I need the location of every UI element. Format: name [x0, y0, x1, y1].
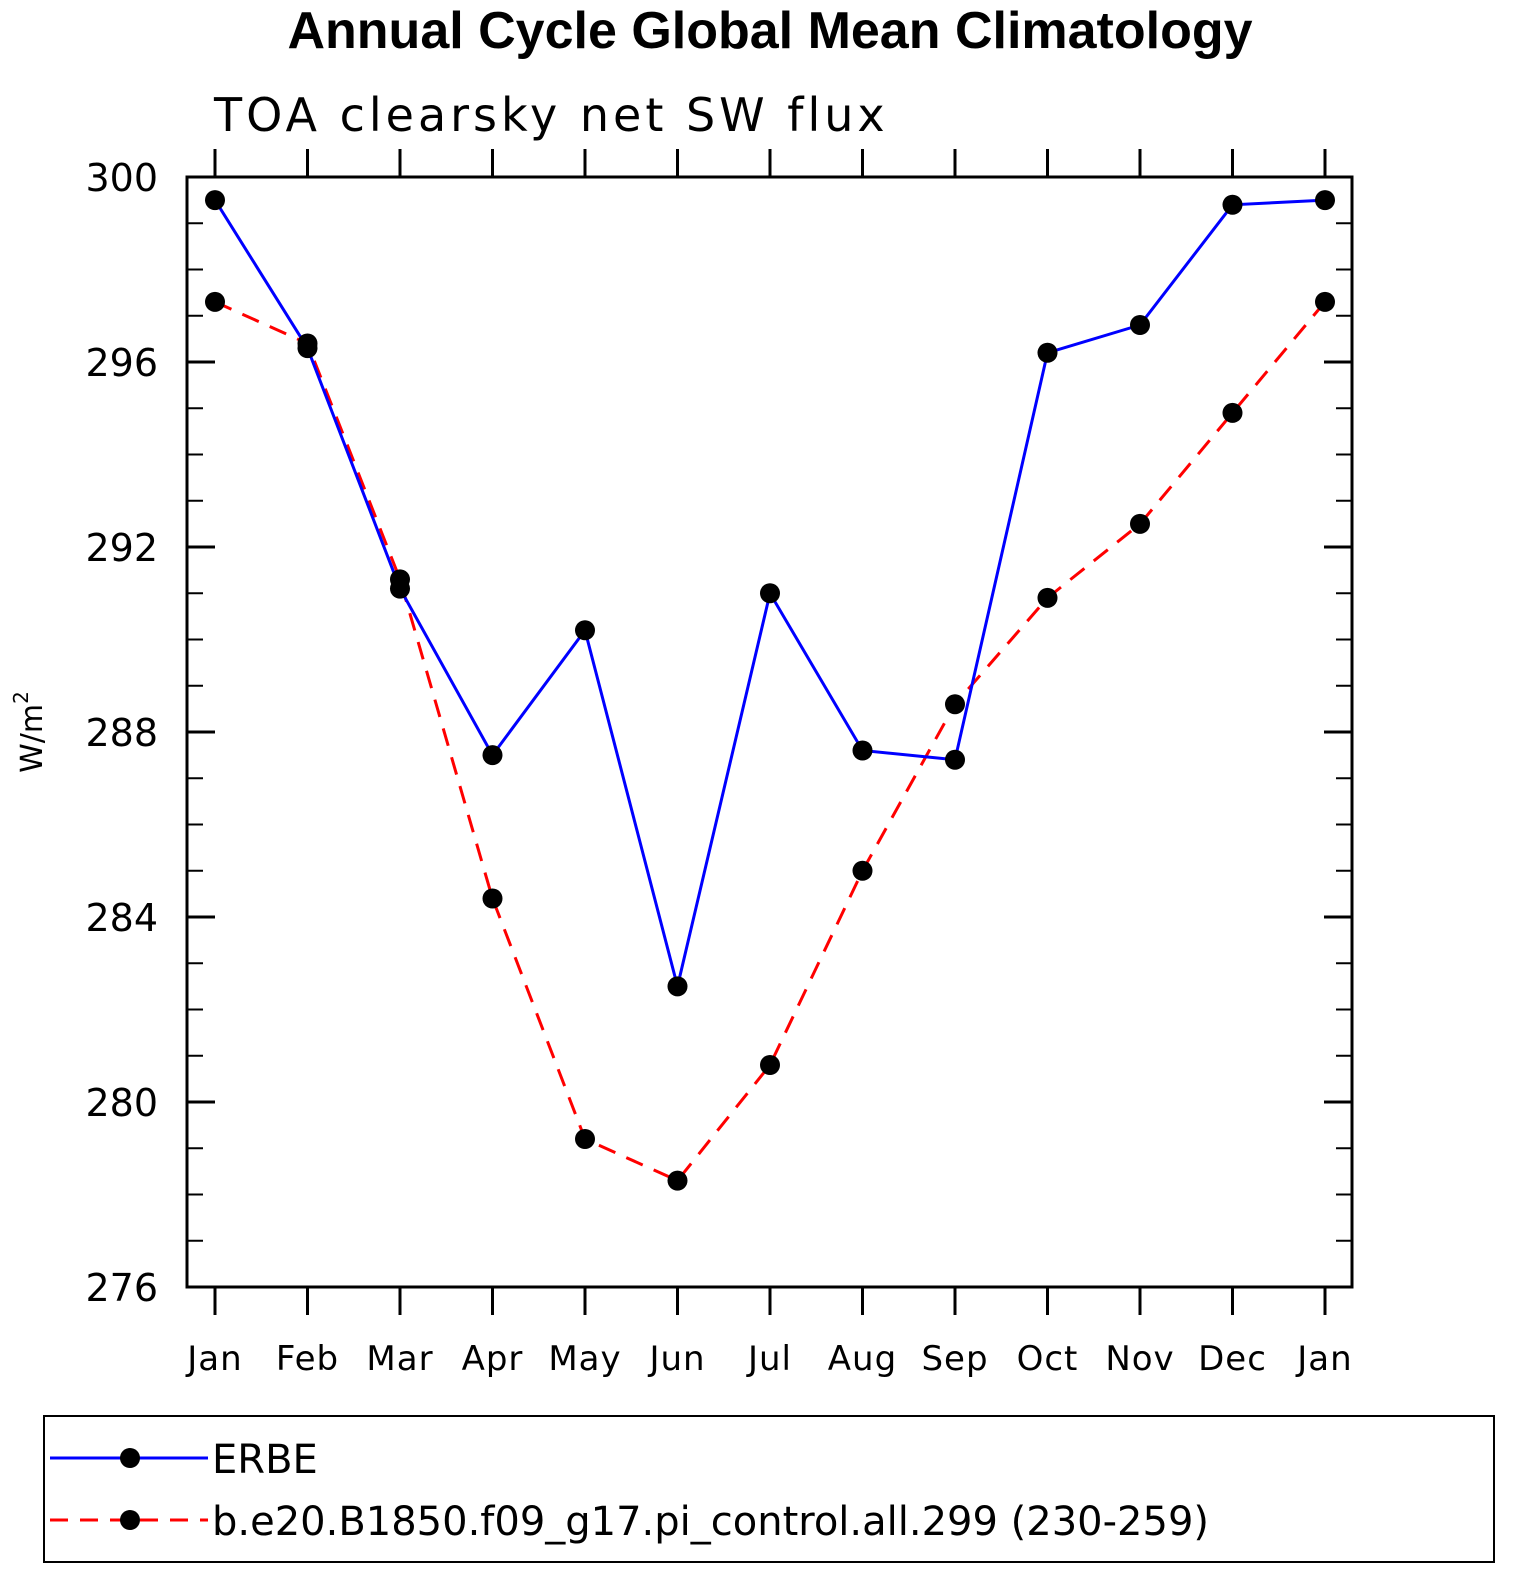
series-0-point [297, 338, 318, 359]
series-1-point [1037, 587, 1058, 608]
series-0-point [852, 740, 873, 761]
legend: ERBE b.e20.B1850.f09_g17.pi_control.all.2… [43, 1415, 1495, 1563]
series-1-point [667, 1170, 688, 1191]
x-tick-label: Jul [746, 1339, 792, 1379]
x-tick-label: Jan [1295, 1339, 1352, 1379]
y-tick-label: 288 [85, 711, 158, 755]
chart-title: Annual Cycle Global Mean Climatology [287, 2, 1252, 60]
x-tick-label: Nov [1105, 1339, 1174, 1379]
series-0-point [575, 620, 595, 641]
y-tick-label: 292 [85, 526, 158, 570]
series-0-point [1222, 194, 1243, 215]
series-0-point [1037, 342, 1058, 363]
legend-label-0: ERBE [212, 1437, 318, 1483]
series-1-point [1315, 291, 1335, 312]
series-1-point [945, 694, 965, 715]
y-tick-label: 280 [85, 1081, 158, 1125]
y-axis-label-group: W/m2 [9, 691, 50, 773]
legend-marker-0 [120, 1448, 140, 1468]
series-1-point [1222, 402, 1243, 423]
x-tick-label: Dec [1198, 1339, 1267, 1379]
x-tick-label: Jan [185, 1339, 242, 1379]
series-0-point [482, 745, 503, 766]
x-tick-label: Jun [647, 1339, 705, 1379]
y-tick-label: 300 [85, 156, 158, 200]
x-tick-label: May [548, 1339, 621, 1379]
y-tick-label: 276 [85, 1266, 158, 1310]
x-tick-label: Oct [1017, 1339, 1079, 1379]
series-0-point [205, 190, 225, 211]
series-1-point [482, 888, 503, 909]
legend-box [43, 1415, 1495, 1563]
x-tick-label: Aug [828, 1339, 897, 1379]
series-1-point [205, 291, 225, 312]
x-tick-label: Mar [366, 1339, 433, 1379]
series-1-point [575, 1129, 595, 1149]
series-1-point [1130, 513, 1150, 534]
y-tick-label: 296 [85, 341, 158, 385]
series-1-point [760, 1055, 780, 1075]
plot-frame [185, 175, 1354, 1289]
x-tick-label: Apr [462, 1339, 524, 1379]
legend-marker-1 [120, 1510, 140, 1530]
x-tick-label: Feb [276, 1339, 339, 1379]
series-0-point [1130, 315, 1150, 335]
series-line-1 [214, 300, 1327, 1183]
tick-labels: Jan Feb Mar Apr May Jun Jul Aug Sep Oct Nov Dec Jan 2… [85, 156, 1352, 1379]
series-0-point [1315, 190, 1335, 211]
series-layer [205, 190, 1335, 1191]
series-0-point [667, 976, 688, 997]
x-tick-label: Sep [921, 1339, 988, 1379]
y-tick-label: 284 [85, 896, 158, 940]
series-0-point [945, 749, 965, 770]
series-0-point [760, 583, 780, 604]
series-0-point [390, 578, 410, 599]
axes [185, 149, 1354, 1315]
y-axis-label: W/m2 [9, 691, 50, 773]
series-1-point [852, 860, 873, 881]
legend-label-1: b.e20.B1850.f09_g17.pi_control.all.299 (… [212, 1499, 1209, 1545]
chart-subtitle: TOA clearsky net SW flux [213, 88, 889, 142]
